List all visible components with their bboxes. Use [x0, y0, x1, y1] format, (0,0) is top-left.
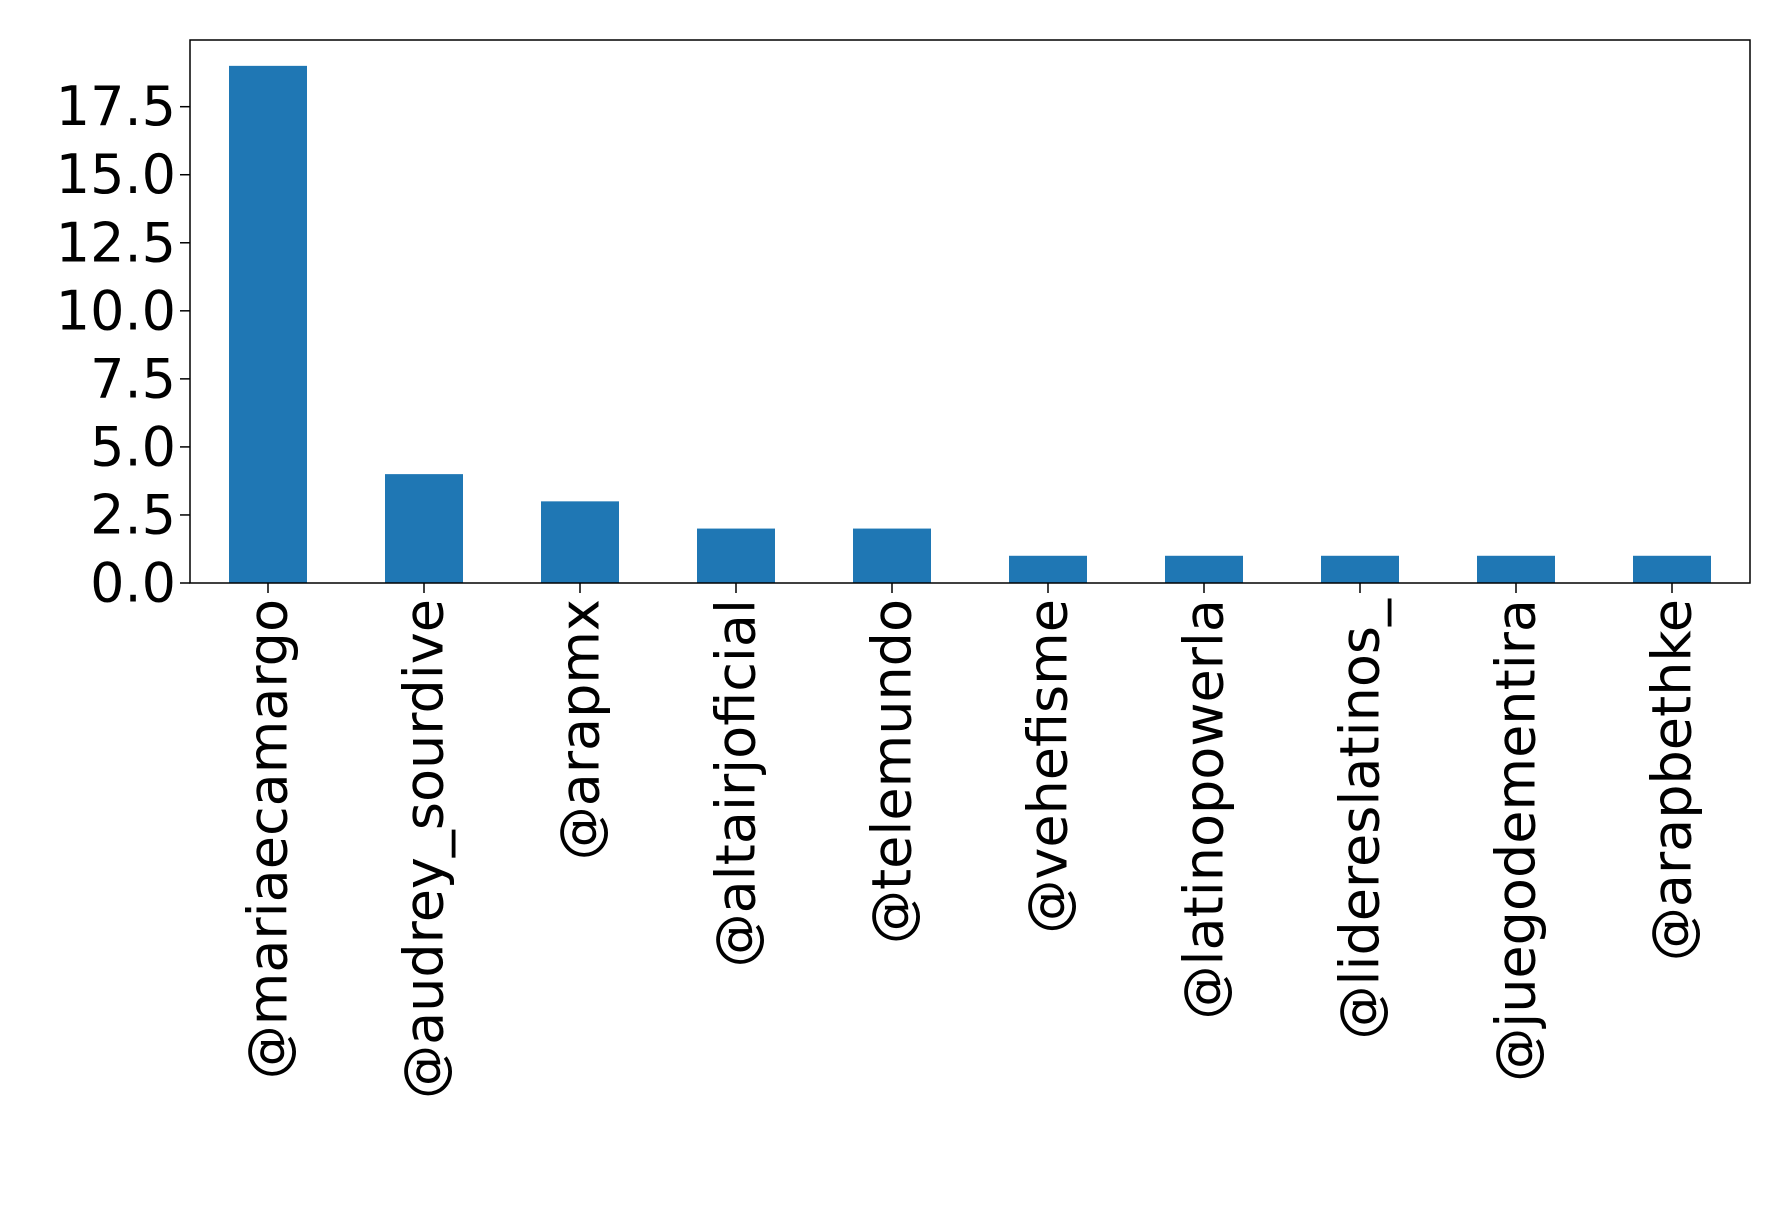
x-tick-label: @telemundo: [861, 599, 924, 944]
y-tick-label: 17.5: [56, 75, 176, 138]
y-tick-label: 10.0: [56, 279, 176, 342]
y-tick-label: 0.0: [90, 552, 176, 615]
x-tick-label: @arapbethke: [1641, 599, 1704, 961]
bar: [1165, 555, 1243, 583]
bar: [853, 528, 931, 583]
y-tick-label: 15.0: [56, 143, 176, 206]
x-tick-label: @audrey_sourdive: [393, 599, 456, 1099]
y-tick-label: 12.5: [56, 211, 176, 274]
bar: [1477, 555, 1555, 583]
x-tick-label: @lidereslatinos_: [1329, 598, 1392, 1040]
x-tick-label: @arapmx: [549, 599, 612, 860]
x-axis-ticks: @mariaecamargo @audrey_sourdive @arapmx @al…: [237, 583, 1704, 1099]
bar: [1321, 555, 1399, 583]
x-tick-label: @mariaecamargo: [237, 599, 300, 1079]
y-axis-ticks: 0.02.55.07.510.012.515.017.5: [56, 75, 190, 615]
plot-area-frame: [189, 39, 1751, 584]
bar: [385, 474, 463, 583]
bar: [697, 528, 775, 583]
x-tick-label: @vehefisme: [1017, 599, 1080, 934]
bar: [1009, 555, 1087, 583]
bar: [229, 65, 307, 584]
bar: [1633, 555, 1711, 583]
x-tick-label: @altairjoficial: [705, 599, 768, 967]
bar: [541, 501, 619, 583]
bars: [229, 65, 1711, 584]
y-tick-label: 5.0: [90, 415, 176, 478]
y-tick-label: 7.5: [90, 347, 176, 410]
x-tick-label: @juegodementira: [1485, 599, 1548, 1082]
x-tick-label: @latinopowerla: [1173, 599, 1236, 1020]
y-tick-label: 2.5: [90, 483, 176, 546]
